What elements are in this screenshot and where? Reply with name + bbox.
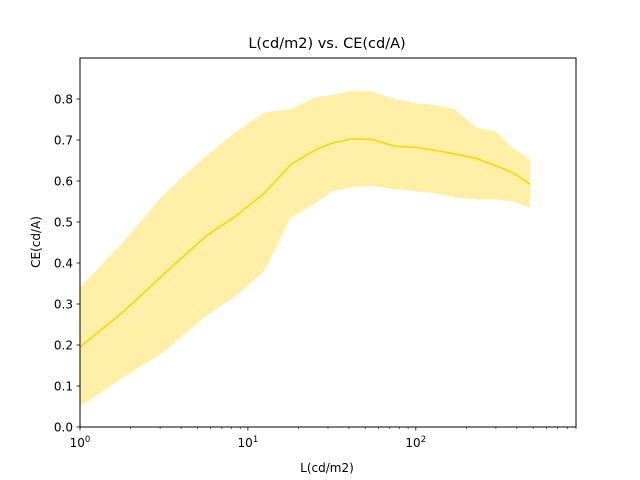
confidence-band-layer	[80, 90, 531, 407]
series-line	[79, 137, 531, 348]
x-tick-label: 102	[405, 435, 426, 450]
series-line-layer	[79, 137, 531, 348]
plot-frame	[79, 57, 577, 428]
x-axis: 100 101 102	[70, 427, 577, 450]
confidence-band	[80, 90, 531, 407]
x-axis-label: L(cd/m2)	[300, 461, 354, 475]
x-tick-label: 100	[70, 435, 91, 450]
y-axis-label: CE(cd/A)	[29, 216, 43, 268]
y-tick-label: 0.7	[54, 134, 73, 148]
y-tick-label: 0.6	[54, 175, 73, 189]
y-tick-label: 0.1	[54, 380, 73, 394]
y-tick-label: 0.8	[54, 93, 73, 107]
y-tick-label: 0.3	[54, 298, 73, 312]
y-tick-label: 0.2	[54, 339, 73, 353]
y-axis: 0.0 0.1 0.2 0.3 0.4 0.5 0.6 0.7 0.8	[54, 93, 80, 435]
x-tick-label: 101	[238, 435, 259, 450]
chart-title: L(cd/m2) vs. CE(cd/A)	[248, 36, 405, 52]
y-tick-label: 0.5	[54, 216, 73, 230]
y-tick-label: 0.4	[54, 257, 73, 271]
y-tick-label: 0.0	[54, 421, 73, 435]
